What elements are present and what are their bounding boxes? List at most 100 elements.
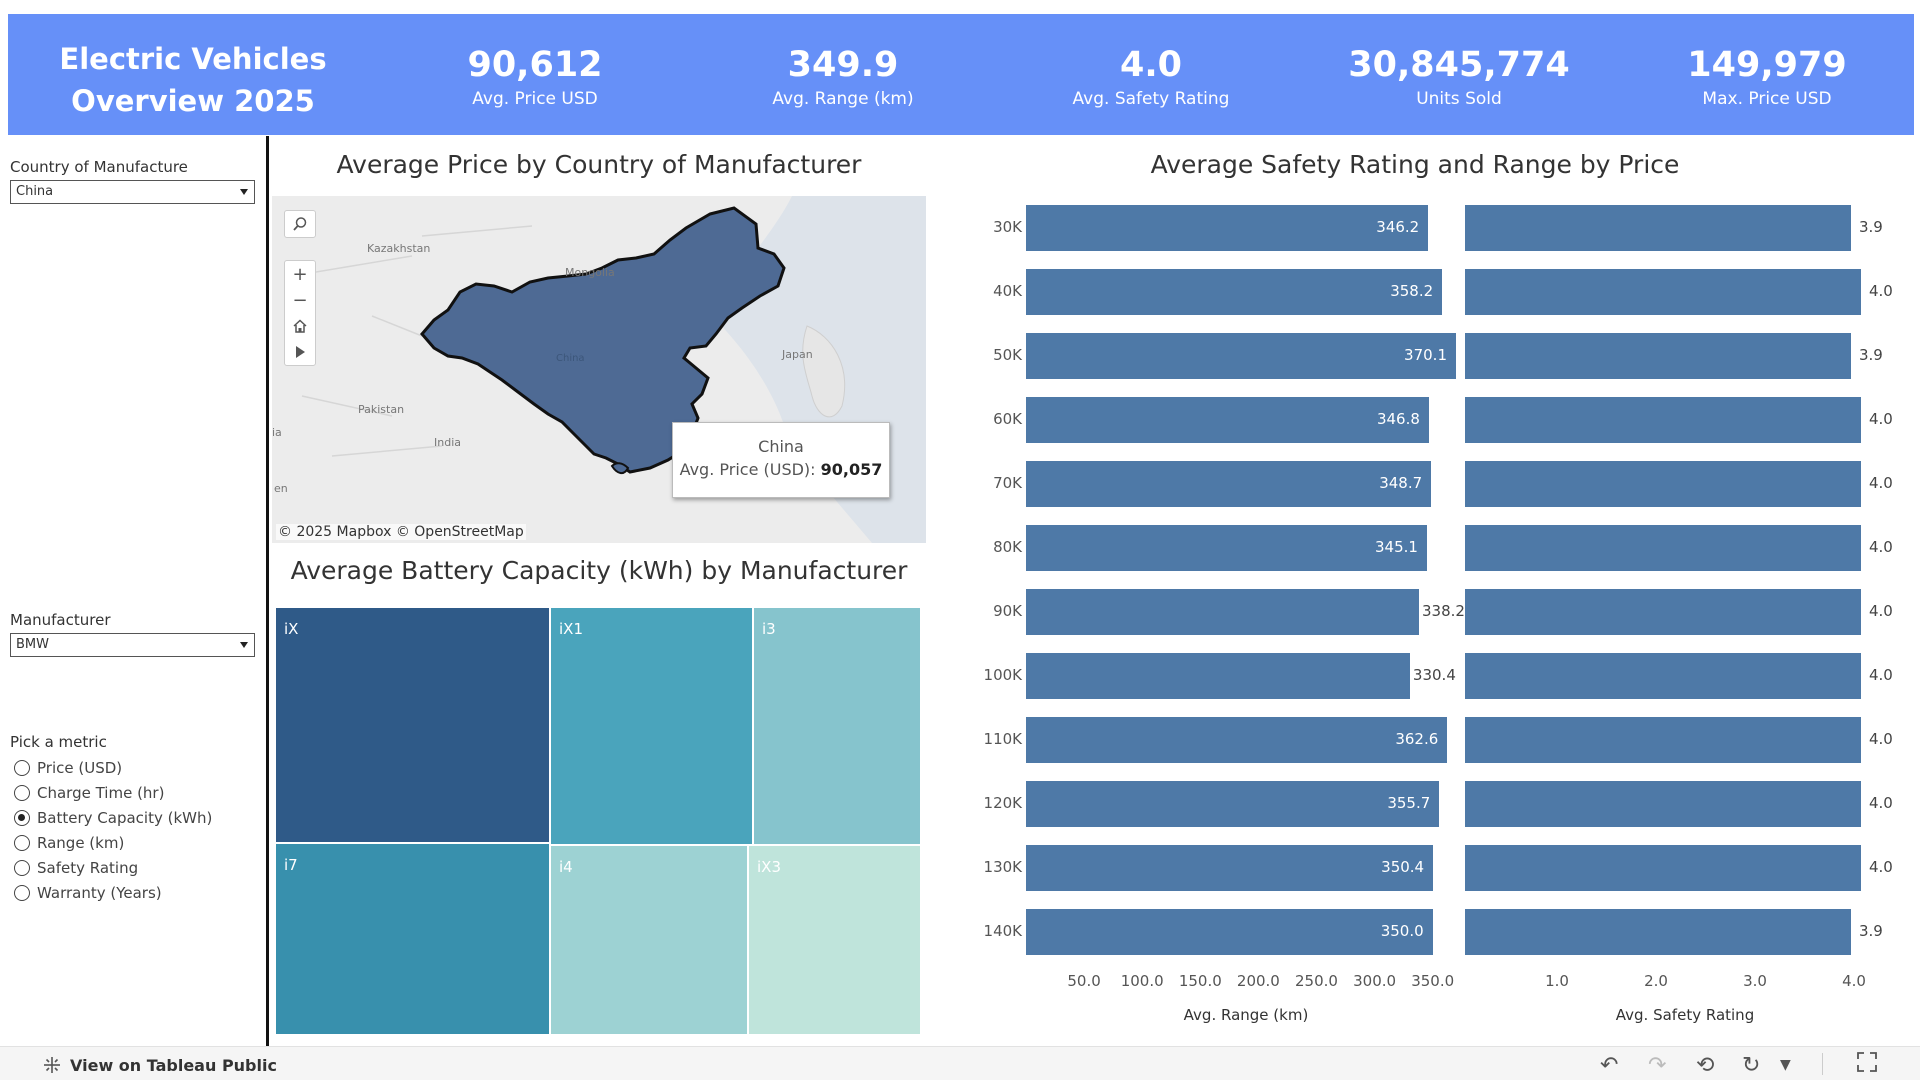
search-icon[interactable]	[285, 211, 315, 237]
treemap-cell[interactable]: iX1	[550, 607, 753, 845]
range-bar[interactable]	[1026, 205, 1429, 251]
map-label-india: India	[434, 436, 461, 449]
treemap-cell-label: i3	[762, 620, 776, 638]
undo-icon[interactable]: ↶	[1600, 1053, 1619, 1078]
home-icon[interactable]	[285, 313, 315, 339]
range-data-label: 358.2	[1390, 282, 1434, 300]
safety-data-label: 4.0	[1869, 858, 1893, 876]
range-bar[interactable]	[1026, 525, 1427, 571]
range-bar[interactable]	[1026, 269, 1443, 315]
safety-axis-tick: 1.0	[1545, 972, 1569, 990]
safety-bar[interactable]	[1465, 589, 1861, 635]
metric-option-price[interactable]: Price (USD)	[14, 757, 122, 779]
range-bar[interactable]	[1026, 845, 1434, 891]
category-tick-label: 120K	[983, 794, 1022, 812]
kpi-avg-safety: 4.0 Avg. Safety Rating	[1001, 44, 1301, 110]
range-data-label: 348.7	[1379, 474, 1423, 492]
map-search-control[interactable]	[284, 210, 316, 238]
metric-option-safety[interactable]: Safety Rating	[14, 857, 138, 879]
safety-bar[interactable]	[1465, 653, 1861, 699]
kpi-value: 149,979	[1687, 45, 1847, 85]
range-bar[interactable]	[1026, 461, 1432, 507]
metric-option-warranty[interactable]: Warranty (Years)	[14, 882, 162, 904]
safety-bar[interactable]	[1465, 461, 1861, 507]
map-tooltip: China Avg. Price (USD): 90,057	[672, 422, 890, 498]
range-axis-tick: 250.0	[1295, 972, 1338, 990]
country-borders	[291, 225, 533, 457]
metric-option-battery-capacity[interactable]: Battery Capacity (kWh)	[14, 807, 212, 829]
map-label-mongolia: Mongolia	[565, 266, 615, 279]
redo-icon[interactable]: ↷	[1648, 1053, 1667, 1078]
kpi-label: Avg. Price USD	[472, 89, 598, 109]
metric-option-label: Warranty (Years)	[37, 884, 162, 902]
dropdown-arrow-icon	[240, 189, 248, 195]
country-filter-value: China	[16, 184, 54, 199]
kpi-value: 30,845,774	[1348, 45, 1570, 85]
title-line-1: Electric Vehicles	[59, 42, 327, 76]
refresh-icon[interactable]: ↻	[1742, 1053, 1761, 1078]
tableau-link-label: View on Tableau Public	[70, 1055, 277, 1075]
land-japan	[802, 325, 846, 418]
range-bar[interactable]	[1026, 781, 1440, 827]
safety-data-label: 4.0	[1869, 602, 1893, 620]
range-data-label: 345.1	[1375, 538, 1418, 556]
dashboard-title: Electric Vehicles Overview 2025	[48, 38, 338, 122]
footer-separator	[1822, 1053, 1823, 1075]
category-tick-label: 50K	[993, 346, 1022, 364]
safety-bar[interactable]	[1465, 845, 1861, 891]
kpi-label: Avg. Safety Rating	[1072, 89, 1230, 109]
treemap-cell[interactable]: iX3	[748, 845, 921, 1035]
safety-data-label: 3.9	[1859, 218, 1883, 236]
safety-axis-tick: 3.0	[1743, 972, 1767, 990]
safety-bar[interactable]	[1465, 269, 1861, 315]
safety-bar[interactable]	[1465, 525, 1861, 571]
map-attribution[interactable]: © 2025 Mapbox © OpenStreetMap	[276, 524, 526, 540]
kpi-value: 90,612	[467, 45, 603, 85]
range-bar[interactable]	[1026, 717, 1448, 763]
treemap-cell[interactable]: i7	[275, 843, 550, 1035]
treemap-cell[interactable]: i3	[753, 607, 921, 845]
range-bar[interactable]	[1026, 653, 1410, 699]
treemap-cell[interactable]: i4	[550, 845, 748, 1035]
treemap-cell[interactable]: iX	[275, 607, 550, 843]
range-bar[interactable]	[1026, 909, 1433, 955]
chevron-down-icon[interactable]: ▼	[1780, 1057, 1791, 1073]
range-axis-tick: 200.0	[1236, 972, 1280, 990]
range-bar[interactable]	[1026, 397, 1429, 443]
safety-bar[interactable]	[1465, 781, 1861, 827]
manufacturer-filter-select[interactable]: BMW	[10, 633, 255, 657]
revert-icon[interactable]: ⟲	[1696, 1053, 1715, 1078]
tooltip-metric-value: 90,057	[820, 460, 883, 479]
kpi-max-price: 149,979 Max. Price USD	[1617, 44, 1917, 110]
range-data-label: 355.7	[1387, 794, 1431, 812]
metric-option-label: Safety Rating	[37, 859, 139, 877]
map-label-japan: Japan	[781, 348, 813, 361]
radio-icon	[14, 760, 30, 776]
safety-bar[interactable]	[1465, 909, 1851, 955]
zoom-in-icon[interactable]: +	[292, 263, 308, 285]
fullscreen-icon[interactable]	[1856, 1051, 1878, 1079]
range-bar[interactable]	[1026, 589, 1419, 635]
metric-option-charge-time[interactable]: Charge Time (hr)	[14, 782, 164, 804]
safety-bar[interactable]	[1465, 205, 1851, 251]
country-filter-label: Country of Manufacture	[10, 158, 188, 176]
safety-bar[interactable]	[1465, 397, 1861, 443]
map-label-china: China	[556, 353, 585, 364]
metric-option-label: Price (USD)	[37, 759, 123, 777]
range-data-label: 346.8	[1376, 410, 1420, 428]
tableau-logo-icon	[44, 1057, 60, 1073]
country-filter-select[interactable]: China	[10, 180, 255, 204]
kpi-value: 4.0	[1119, 45, 1182, 85]
kpi-units-sold: 30,845,774 Units Sold	[1309, 44, 1609, 110]
metric-option-range[interactable]: Range (km)	[14, 832, 124, 854]
view-on-tableau-link[interactable]: View on Tableau Public	[42, 1055, 277, 1075]
treemap-title: Average Battery Capacity (kWh) by Manufa…	[290, 556, 908, 585]
safety-bar[interactable]	[1465, 333, 1851, 379]
safety-bar[interactable]	[1465, 717, 1861, 763]
range-data-label: 330.4	[1412, 666, 1456, 684]
china-region[interactable]	[420, 206, 786, 474]
radio-selected-icon	[14, 810, 30, 826]
range-bar[interactable]	[1026, 333, 1457, 379]
play-icon[interactable]	[285, 339, 315, 365]
zoom-out-icon[interactable]: −	[292, 289, 308, 311]
